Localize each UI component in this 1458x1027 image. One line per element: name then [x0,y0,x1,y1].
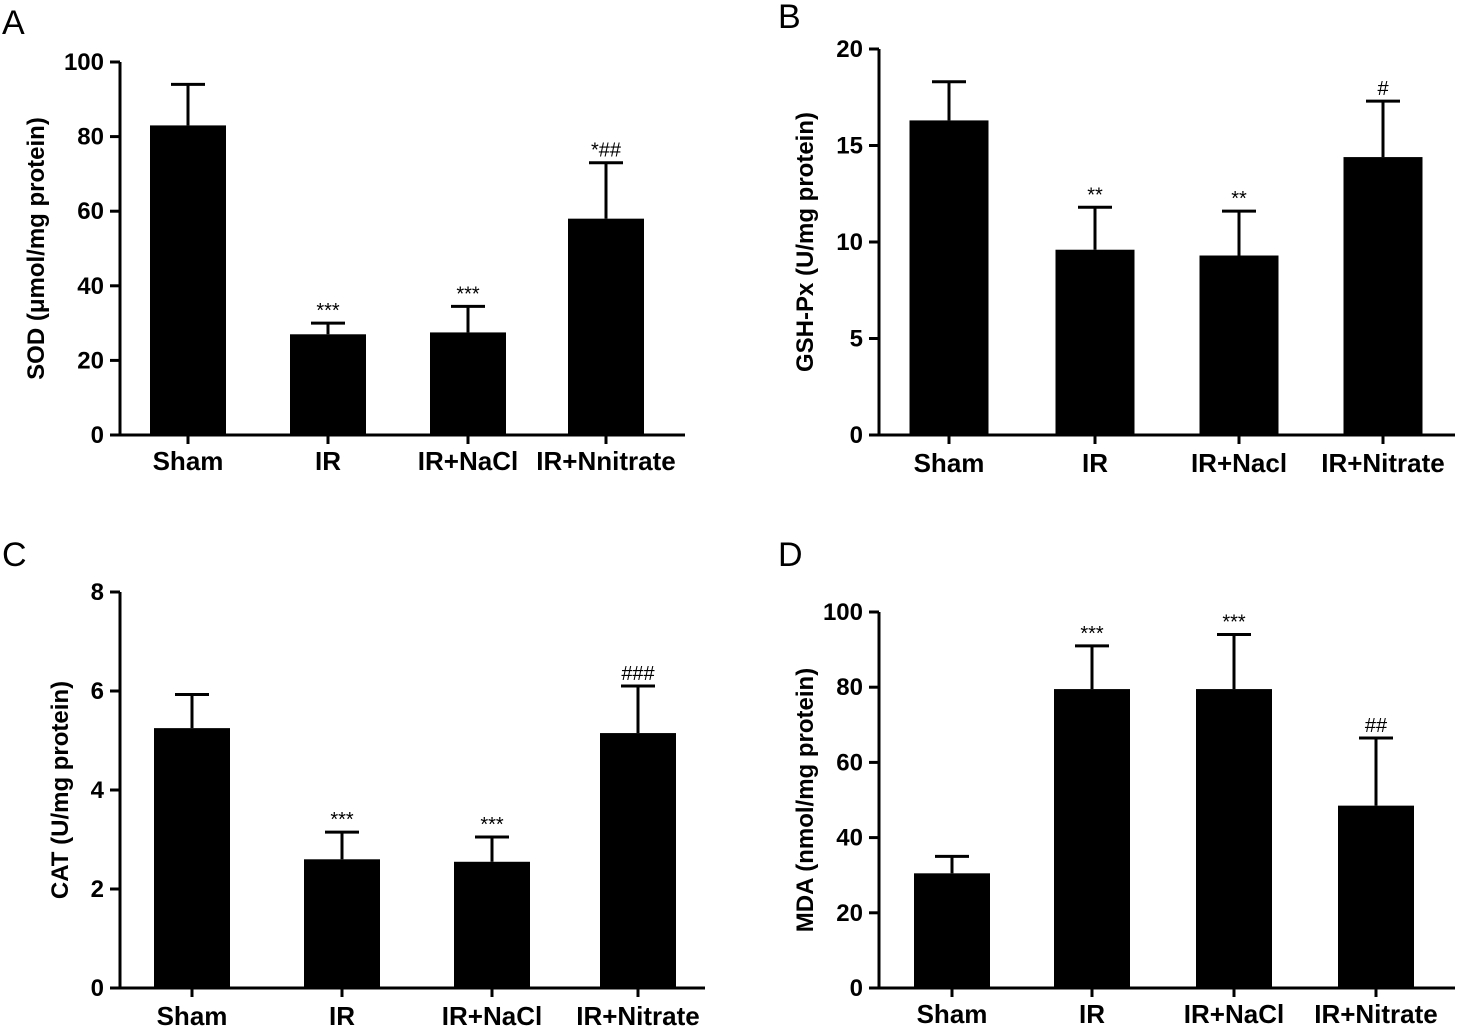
panel-d-bar [1054,689,1130,988]
panel-a-bar [150,125,226,435]
panel-b-category-label: IR+Nacl [1191,448,1287,478]
panel-b-bar [1055,249,1135,435]
panel-d-category-label: Sham [917,999,988,1027]
panel-d-significance-label: ## [1365,715,1388,737]
panel-a-letter: A [2,4,25,42]
panel-d-category-label: IR [1079,999,1105,1027]
panel-d-y-tick-label: 20 [836,900,863,927]
panel-c-significance-label: *** [330,809,354,831]
panel-a-significance-label: *** [456,283,480,305]
panel-d-bar [1338,805,1414,988]
panel-a-bar [430,332,506,435]
panel-a-y-tick-label: 0 [91,422,104,449]
panel-d: D 0 20 40 60 80 100 MDA (nmol/mg protein) Sham IR… [778,536,1455,1027]
panel-a-category-label: IR+Nnitrate [536,446,675,476]
panel-d-category-label: IR+Nitrate [1314,999,1438,1027]
panel-c-y-title: CAT (U/mg protein) [47,681,74,899]
panel-c-category-label: Sham [157,1001,228,1027]
panel-a: A 0 20 40 60 80 100 SOD (μmol/mg protein) Sham IR… [2,4,685,476]
panel-c-category-label: IR [329,1001,355,1027]
panel-a-category-label: IR+NaCl [418,446,518,476]
panel-d-y-tick-label: 100 [823,599,863,626]
panel-a-y-tick-label: 100 [64,49,104,76]
panel-a-y-tick-label: 80 [77,124,104,151]
panel-d-y-tick-label: 0 [850,975,863,1002]
panel-b-bar [1199,255,1279,435]
panel-a-significance-label: *** [316,300,340,322]
panel-a-bar [568,218,644,435]
panel-c-y-tick-label: 6 [91,678,104,705]
panel-c-y-tick-label: 8 [91,579,104,606]
panel-b-y-title: GSH-Px (U/mg protein) [792,112,819,372]
panel-d-y-tick-label: 60 [836,749,863,776]
panel-b-category-label: Sham [914,448,985,478]
panel-b: B 0 5 10 15 20 GSH-Px (U/mg protein) Sham IR ** IR… [778,0,1455,478]
panel-c-letter: C [2,536,27,574]
panel-d-bar [914,873,990,988]
panel-d-significance-label: *** [1222,612,1246,634]
panel-b-y-tick-label: 20 [836,36,863,63]
panel-d-y-title: MDA (nmol/mg protein) [792,668,819,932]
panel-d-category-label: IR+NaCl [1184,999,1284,1027]
panel-a-y-tick-label: 40 [77,273,104,300]
panel-b-significance-label: ** [1231,188,1247,210]
panel-c-y-tick-label: 4 [91,777,105,804]
panel-c-category-label: IR+NaCl [442,1001,542,1027]
panel-d-letter: D [778,536,803,574]
panel-b-significance-label: # [1377,78,1389,100]
panel-a-category-label: Sham [153,446,224,476]
panel-b-letter: B [778,0,801,36]
panel-b-y-tick-label: 10 [836,229,863,256]
panel-c-significance-label: ### [621,663,655,685]
panel-c-bar [154,728,230,988]
panel-b-y-tick-label: 0 [850,422,863,449]
panel-c-y-tick-label: 2 [91,876,104,903]
panel-d-significance-label: *** [1080,623,1104,645]
panel-b-significance-label: ** [1087,184,1103,206]
panel-b-bar [909,120,989,435]
panel-c-category-label: IR+Nitrate [576,1001,700,1027]
panel-a-significance-label: *## [591,140,622,162]
panel-c-bar [304,859,380,988]
panel-b-category-label: IR [1082,448,1108,478]
panel-c: C 0 2 4 6 8 CAT (U/mg protein) Sham IR *** IR+NaCl… [2,536,705,1027]
panel-b-category-label: IR+Nitrate [1321,448,1445,478]
panel-a-bar [290,334,366,435]
panel-b-bar [1343,157,1423,435]
panel-d-y-tick-label: 80 [836,674,863,701]
panel-a-y-tick-label: 60 [77,198,104,225]
panel-a-y-title: SOD (μmol/mg protein) [23,117,50,380]
panel-c-bar [600,733,676,988]
panel-a-category-label: IR [315,446,341,476]
panel-b-y-tick-label: 15 [836,133,863,160]
panel-d-bar [1196,689,1272,988]
panel-a-y-tick-label: 20 [77,347,104,374]
panel-b-y-tick-label: 5 [850,326,863,353]
panel-c-y-tick-label: 0 [91,975,104,1002]
panel-c-significance-label: *** [480,814,504,836]
panel-c-bar [454,861,530,988]
panel-d-y-tick-label: 40 [836,825,863,852]
